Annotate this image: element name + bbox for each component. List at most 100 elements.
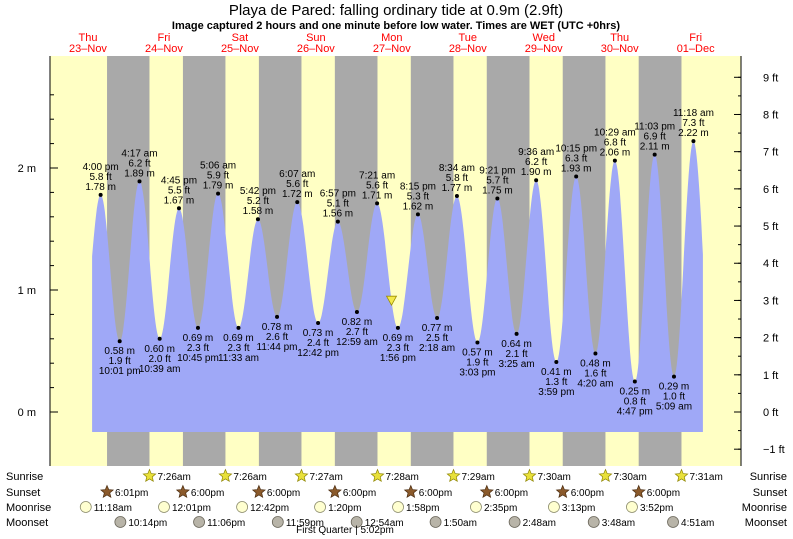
sunset-time: 6:00pm [571, 488, 604, 499]
low-tide-time: 11:44 pm [257, 342, 298, 353]
high-tide-m: 1.58 m [243, 206, 274, 217]
low-tide-point [316, 320, 321, 325]
chart-subtitle: Image captured 2 hours and one minute be… [172, 20, 620, 32]
moonset-time: 11:59pm [286, 518, 324, 529]
low-tide-ft: 1.9 ft [109, 356, 131, 367]
moonset-icon [587, 516, 600, 528]
low-tide-m: 0.77 m [422, 323, 453, 334]
axes: 0 m 1 m 2 m −1 ft 0 ft 1 ft 2 ft 3 ft 4 ft 5 ft 6 … [18, 32, 785, 466]
moonset-icon [667, 516, 679, 528]
low-tide-time: 10:39 am [139, 364, 181, 375]
moonrise-time: 12:42pm [250, 503, 289, 514]
low-tide-ft: 1.6 ft [584, 368, 606, 379]
high-tide-time: 9:36 am [518, 147, 554, 158]
high-tide-point [176, 206, 181, 211]
high-tide-time: 10:29 am [594, 128, 636, 139]
row-label-left: Sunset [6, 487, 40, 499]
right-tick-label: 0 ft [763, 407, 778, 419]
low-tide-m: 0.73 m [303, 328, 334, 339]
high-tide-ft: 5.6 ft [366, 180, 388, 191]
low-tide-m: 0.60 m [144, 344, 175, 355]
high-tide-m: 1.62 m [403, 201, 434, 212]
sunset-time: 6:00pm [647, 488, 680, 499]
sunrise-time: 7:27am [309, 472, 342, 483]
high-tide-ft: 6.2 ft [128, 158, 150, 169]
low-tide-ft: 1.3 ft [545, 377, 567, 388]
moonrise-time: 1:20pm [328, 503, 361, 514]
high-tide-point [137, 179, 142, 184]
sunset-icon [251, 484, 266, 499]
low-tide-m: 0.41 m [541, 367, 572, 378]
current-tide-marker [385, 295, 398, 307]
left-tick-label: 2 m [18, 163, 36, 175]
moonset-icon [114, 516, 127, 528]
low-tide-time: 12:42 pm [297, 348, 339, 359]
sunset-icon [175, 484, 190, 499]
high-tide-point [574, 174, 579, 179]
high-tide-ft: 5.6 ft [286, 179, 308, 190]
row-label-right: Moonset [745, 517, 787, 529]
high-tide-m: 1.93 m [561, 164, 592, 175]
high-tide-ft: 6.9 ft [644, 132, 666, 143]
moonrise-icon [626, 501, 638, 513]
low-tide-time: 11:33 am [218, 353, 259, 364]
high-tide-point [454, 194, 459, 199]
high-tide-ft: 5.9 ft [207, 171, 229, 182]
low-tide-point [475, 340, 480, 345]
sunrise-time: 7:26am [157, 472, 190, 483]
high-tide-time: 5:06 am [200, 161, 236, 172]
day-date: 26–Nov [297, 43, 335, 55]
low-tide-time: 5:09 am [656, 402, 692, 413]
day-date: 24–Nov [145, 43, 183, 55]
day-date: 25–Nov [221, 43, 259, 55]
high-tide-point [415, 212, 420, 217]
day-name: Sun [306, 32, 326, 44]
sunrise-icon [522, 468, 537, 483]
low-tide-time: 12:59 am [336, 337, 378, 348]
low-tide-point [354, 309, 359, 314]
right-tick-label: 7 ft [763, 147, 778, 159]
low-tide-ft: 2.0 ft [149, 354, 171, 365]
low-tide-ft: 2.7 ft [346, 327, 368, 338]
moonrise-icon [158, 501, 170, 513]
day-date: 28–Nov [449, 43, 487, 55]
right-tick-label: 3 ft [763, 295, 778, 307]
low-tide-ft: 0.8 ft [624, 397, 646, 408]
high-tide-m: 1.75 m [482, 186, 513, 197]
low-tide-point [395, 325, 400, 330]
low-tide-ft: 2.4 ft [307, 338, 329, 349]
right-tick-label: 4 ft [763, 258, 778, 270]
chart-title: Playa de Pared: falling ordinary tide at… [229, 2, 563, 19]
sunset-time: 6:00pm [419, 488, 452, 499]
sunrise-time: 7:30am [613, 472, 646, 483]
low-tide-time: 3:25 am [499, 359, 535, 370]
sunrise-icon [142, 468, 157, 483]
sunrise-time: 7:26am [233, 472, 266, 483]
moonrise-icon [79, 501, 92, 513]
high-tide-point [255, 217, 260, 222]
moonset-time: 2:48am [523, 518, 556, 529]
low-tide-point [514, 331, 519, 336]
high-tide-ft: 6.2 ft [525, 157, 547, 168]
day-name: Tue [459, 32, 478, 44]
high-tide-time: 5:42 pm [240, 186, 276, 197]
high-tide-point [375, 201, 380, 206]
low-tide-m: 0.58 m [104, 346, 135, 357]
low-tide-ft: 2.3 ft [187, 343, 209, 354]
high-tide-time: 8:34 am [439, 163, 475, 174]
high-tide-ft: 5.8 ft [90, 172, 112, 183]
moonset-time: 11:06pm [207, 518, 245, 529]
moonset-icon [429, 516, 442, 528]
sunset-icon [555, 484, 570, 499]
high-tide-ft: 5.2 ft [247, 196, 269, 207]
day-name: Thu [610, 32, 629, 44]
sunset-icon [403, 484, 418, 499]
high-tide-time: 11:03 pm [634, 122, 675, 133]
low-tide-m: 0.25 m [620, 387, 651, 398]
low-tide-m: 0.69 m [183, 333, 214, 344]
high-tide-m: 2.11 m [640, 142, 670, 153]
low-tide-ft: 2.3 ft [387, 343, 409, 354]
sunset-icon [631, 484, 646, 499]
